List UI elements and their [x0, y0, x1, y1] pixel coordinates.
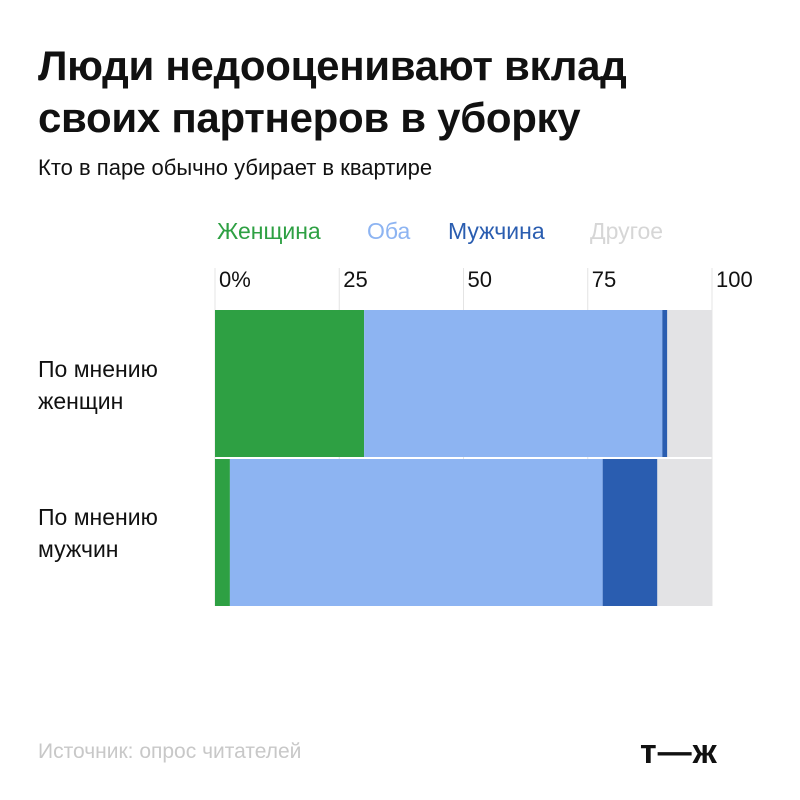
- chart-title: Люди недооценивают вклад своих партнеров…: [38, 40, 778, 144]
- category-label-men-line-1: По мнению: [38, 504, 158, 530]
- legend-item-woman: Женщина: [217, 218, 321, 244]
- bar-segment-3-row-2: [602, 459, 658, 606]
- bar-segment-2-row-1: [364, 310, 663, 457]
- bar-segment-1-row-2: [215, 459, 230, 606]
- chart-title-line-1: Люди недооценивают вклад: [38, 42, 627, 89]
- legend-item-man: Мужчина: [448, 218, 545, 244]
- bar-segment-4-row-2: [657, 459, 712, 606]
- category-label-women-line-1: По мнению: [38, 356, 158, 382]
- bar-segment-4-row-1: [667, 310, 712, 457]
- source-note: Источник: опрос читателей: [38, 740, 302, 763]
- chart-title-line-2: своих партнеров в уборку: [38, 94, 581, 141]
- brand-logo: т—ж: [640, 733, 718, 771]
- category-label-women: По мнению женщин: [38, 353, 158, 417]
- legend-item-other: Другое: [590, 218, 664, 244]
- x-tick-label: 50: [468, 267, 492, 292]
- category-label-men-line-2: мужчин: [38, 536, 119, 562]
- category-label-women-line-2: женщин: [38, 388, 124, 414]
- chart-subtitle: Кто в паре обычно убирает в квартире: [38, 155, 433, 180]
- bar-segment-3-row-1: [662, 310, 668, 457]
- bar-segment-1-row-1: [215, 310, 365, 457]
- x-tick-label: 75: [592, 267, 616, 292]
- x-tick-label: 0%: [219, 267, 251, 292]
- bar-segment-2-row-2: [229, 459, 603, 606]
- x-tick-label: 100: [716, 267, 753, 292]
- legend-item-both: Оба: [367, 218, 411, 244]
- category-label-men: По мнению мужчин: [38, 501, 158, 565]
- x-tick-label: 25: [343, 267, 367, 292]
